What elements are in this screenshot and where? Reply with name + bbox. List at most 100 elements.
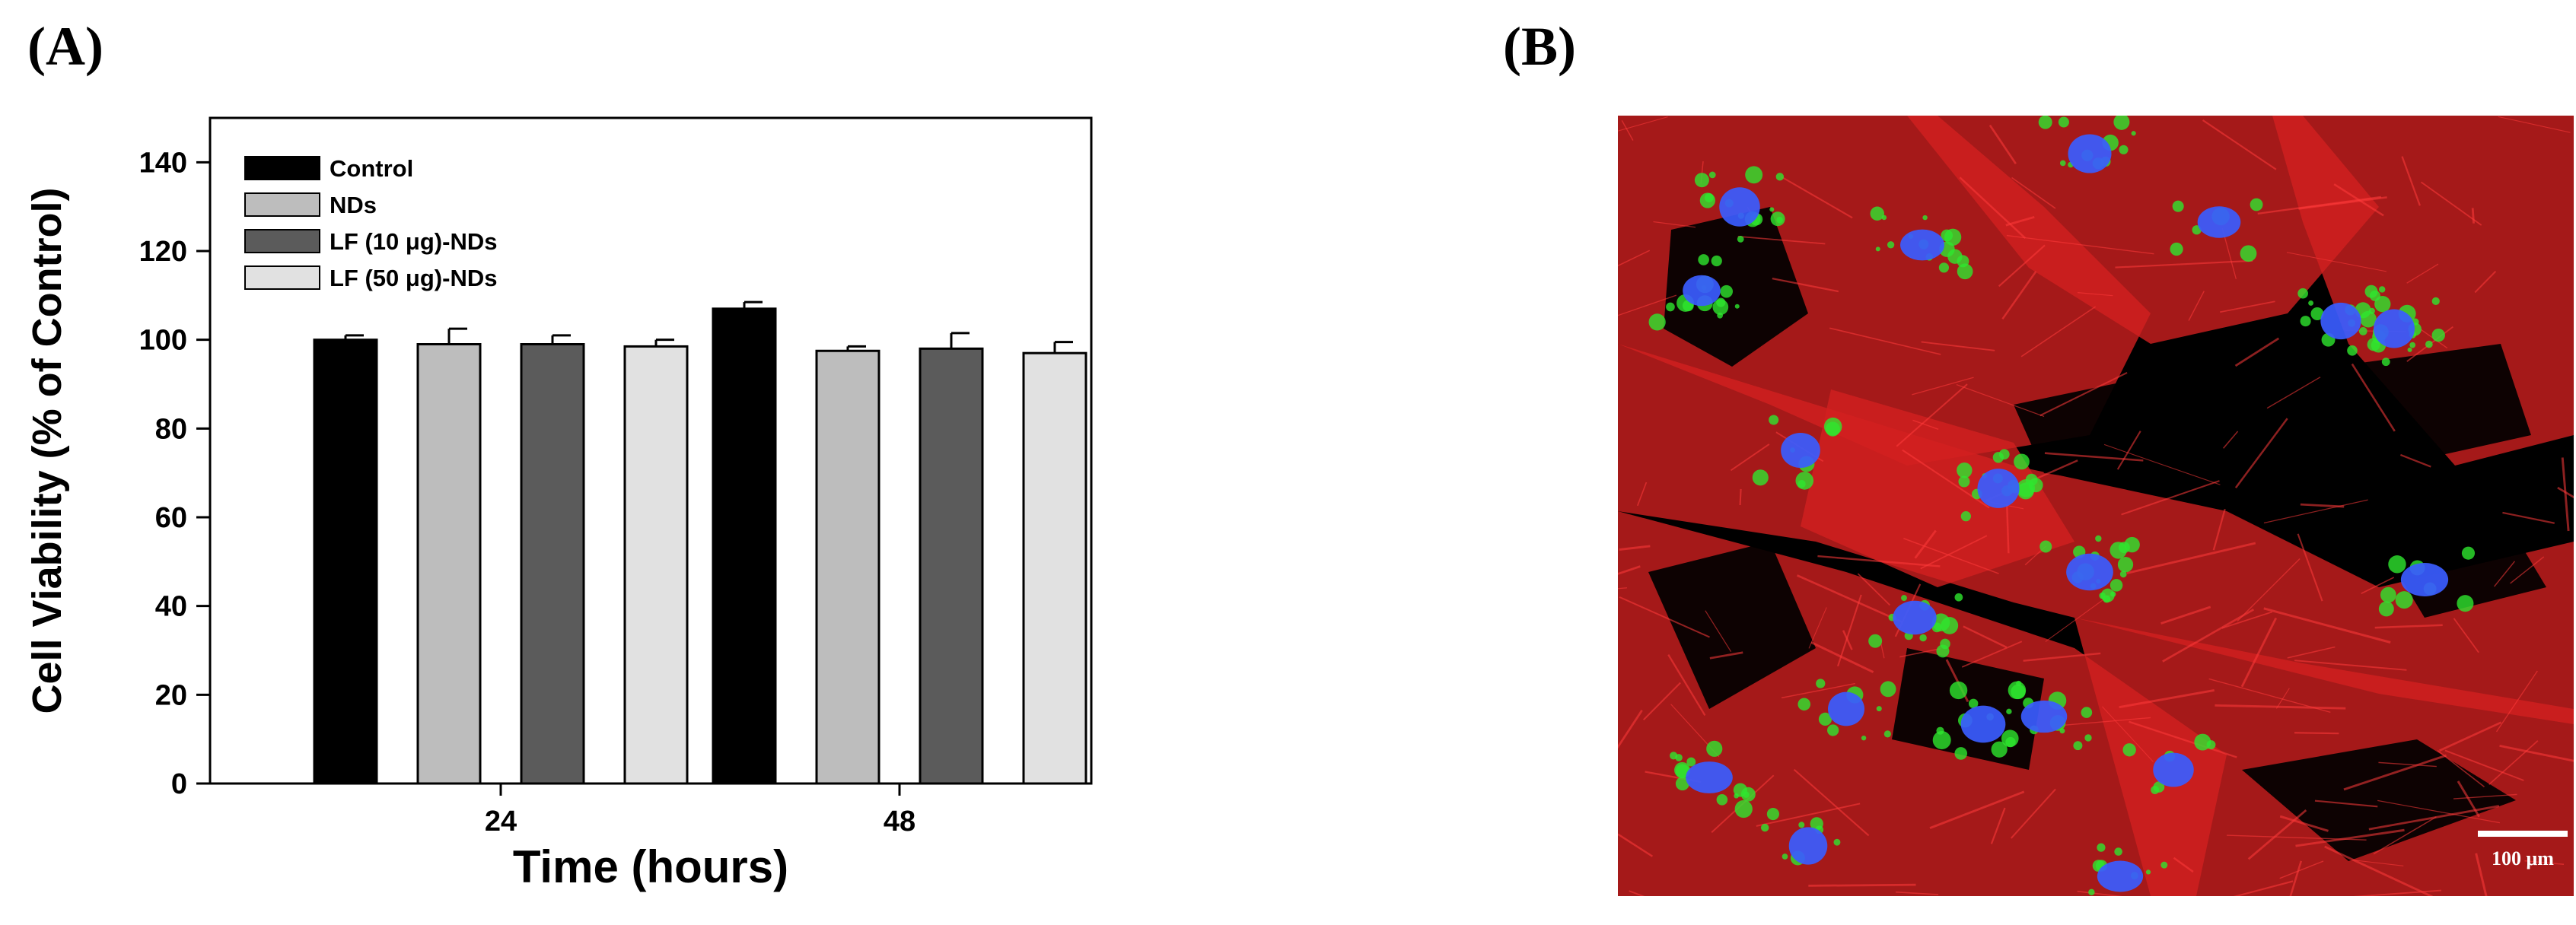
nucleus [1719,187,1760,227]
particle-spot [1827,724,1839,736]
particle-spot [1752,469,1769,486]
actin-fiber [2453,793,2517,799]
particle-spot [2172,200,2184,212]
x-tick-label: 48 [884,806,915,838]
actin-fiber [1817,555,1941,567]
bar-chart: 0 20 40 60 80 100 120 140 Cell Viability (% of C… [24,116,1093,892]
actin-fiber [2351,363,2396,432]
actin-fiber [1642,682,1681,721]
dark-gap [1648,542,1816,709]
particle-spot [1675,777,1689,791]
actin-fiber [1781,682,1855,699]
actin-fiber [1618,250,1651,267]
particle-spot [1776,216,1783,224]
actin-fiber [2401,156,2421,206]
nucleus [1893,600,1937,635]
actin-fiber [1899,647,1941,658]
actin-fiber [2314,799,2378,808]
actin-fiber [1705,610,1732,653]
particle-spot [1949,681,1968,700]
actin-fiber [2045,594,2110,642]
particle-spot [1698,254,1709,265]
particle-spot [2073,741,2083,751]
bar [416,343,482,785]
actin-fiber [1963,625,2008,649]
actin-fiber [2474,271,2497,294]
actin-fiber [1989,124,2017,164]
legend-swatch [244,192,320,217]
particle-spot [1936,726,1944,735]
actin-fiber [2247,809,2307,860]
particle-spot [2425,340,2433,348]
particle-spot [2431,328,2445,342]
bar [313,339,378,785]
actin-fiber [1796,574,1903,623]
scale-bar-label: 100 μm [2492,847,2554,869]
nucleus [1686,761,1733,793]
actin-fiber [1912,419,1939,431]
actin-fiber [2215,704,2346,710]
actin-fiber [2279,860,2324,879]
actin-fiber [2103,443,2221,485]
particle-spot [1957,263,1973,280]
particle-spot [2039,540,2052,553]
particle-spot [1734,304,1740,309]
actin-fiber [1619,545,1651,552]
particle-spot [1954,747,1968,760]
particle-spot [1795,472,1814,490]
actin-fiber [1842,630,1853,650]
actin-fiber [2005,215,2035,227]
particle-spot [1775,173,1785,181]
particle-spot [1876,706,1882,712]
actin-fiber [2561,457,2570,532]
actin-fiber [1990,807,2006,844]
particle-spot [2113,116,2130,130]
particle-spot [2407,347,2412,352]
dark-gap [2014,367,2303,496]
nucleus [1781,432,1820,469]
particle-spot [2310,307,2324,321]
actin-fiber [1709,651,1743,660]
actin-fiber [2453,618,2479,653]
nucleus [2097,860,2144,892]
actin-fiber [2333,183,2384,217]
particle-spot [1883,730,1891,738]
actin-fiber [2378,761,2437,768]
actin-fiber [1739,488,1742,506]
y-tick-label: 40 [155,591,187,623]
particle-spot [1716,794,1728,806]
particle-spot [1954,593,1963,602]
particle-spot [2081,707,2093,718]
actin-fiber [2240,617,2278,688]
actin-fiber [2275,688,2290,709]
particle-spot [1717,312,1724,319]
particle-spot [1810,817,1823,831]
actin-fiber [2202,119,2277,170]
actin-fiber [1780,176,1853,219]
particle-spot [2151,786,2160,795]
particle-spot [2170,242,2183,256]
actin-fiber [2475,853,2488,896]
particle-spot [1936,644,1950,658]
actin-fiber [2295,828,2405,847]
particle-spot [2114,847,2122,856]
actin-fiber [2119,688,2215,709]
y-tick-label: 140 [139,147,187,179]
nucleus [2068,134,2112,173]
actin-fiber [2373,816,2437,855]
actin-fiber [2406,263,2439,284]
y-tick-label: 120 [139,236,187,268]
actin-fiber [2208,678,2331,714]
actin-fiber [1730,443,1770,472]
cell-body [1907,116,2379,344]
particle-spot [2088,888,2095,896]
actin-fiber [1619,596,1710,638]
particle-spot [1782,853,1788,860]
nucleus [2153,752,2194,787]
particle-spot [2395,591,2413,609]
nucleus [1788,827,1828,865]
actin-fiber [2343,754,2447,791]
particle-spot [2058,116,2069,128]
particle-spot [1720,284,1734,298]
actin-fiber [1667,654,1706,717]
